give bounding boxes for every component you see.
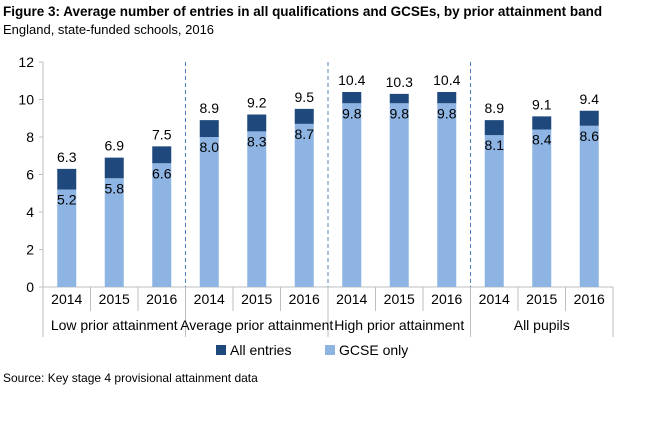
bar-gcse-only [437,103,457,287]
data-label-all-entries: 8.9 [200,100,220,116]
data-label-gcse-only: 8.0 [200,139,220,155]
x-tick-label: 2016 [289,291,320,307]
data-label-all-entries: 9.4 [580,91,600,107]
y-tick-label: 0 [26,279,34,295]
bar-all-entries [484,120,504,136]
data-label-all-entries: 7.5 [152,126,172,142]
legend-swatch [216,345,226,355]
data-label-all-entries: 9.2 [247,95,267,111]
bar-gcse-only [199,137,219,287]
data-label-gcse-only: 9.8 [342,105,362,121]
data-label-gcse-only: 6.6 [152,165,172,181]
data-label-gcse-only: 8.6 [580,128,600,144]
x-tick-label: 2014 [479,291,510,307]
bar-gcse-only [247,131,267,287]
legend-label: All entries [230,342,291,358]
bar-all-entries [247,114,267,132]
x-tick-label: 2015 [241,291,272,307]
x-tick-label: 2016 [574,291,605,307]
bar-gcse-only [484,135,504,287]
x-tick-label: 2016 [146,291,177,307]
x-tick-label: 2016 [431,291,462,307]
x-tick-label: 2014 [194,291,225,307]
y-tick-label: 8 [26,129,34,145]
y-tick-label: 4 [26,204,34,220]
x-tick-label: 2014 [336,291,367,307]
bar-all-entries [532,116,552,130]
bar-gcse-only [579,125,599,287]
bar-all-entries [57,168,77,190]
data-label-gcse-only: 8.3 [247,133,267,149]
data-label-all-entries: 9.1 [532,96,552,112]
data-label-gcse-only: 5.8 [105,180,125,196]
legend-swatch [325,345,335,355]
data-label-gcse-only: 8.1 [485,137,505,153]
x-tick-label: 2015 [384,291,415,307]
bar-all-entries [342,92,362,104]
data-label-all-entries: 8.9 [485,100,505,116]
group-label: Low prior attainment [51,317,178,333]
bar-all-entries [104,157,124,179]
y-tick-label: 2 [26,242,34,258]
bar-all-entries [199,120,219,137]
x-tick-label: 2014 [51,291,82,307]
data-label-gcse-only: 9.8 [437,105,457,121]
bar-all-entries [152,146,172,164]
x-tick-label: 2015 [99,291,130,307]
group-label: Average prior attainment [180,317,333,333]
x-tick-label: 2015 [526,291,557,307]
bar-gcse-only [389,103,409,287]
bar-all-entries [294,108,314,124]
data-label-gcse-only: 5.2 [57,192,77,208]
data-label-all-entries: 6.9 [105,138,125,154]
y-tick-label: 12 [18,54,34,70]
bar-all-entries [579,110,599,126]
source-note: Source: Key stage 4 provisional attainme… [3,371,258,385]
bar-gcse-only [294,123,314,287]
bar-gcse-only [104,178,124,287]
data-label-all-entries: 9.5 [295,89,315,105]
data-label-all-entries: 6.3 [57,149,77,165]
data-label-gcse-only: 8.4 [532,132,552,148]
y-tick-label: 6 [26,167,34,183]
bar-gcse-only [342,103,362,287]
data-label-all-entries: 10.4 [338,72,365,88]
data-label-all-entries: 10.4 [433,72,460,88]
y-tick-label: 10 [18,92,34,108]
bar-gcse-only [57,189,77,287]
chart-subtitle: England, state-funded schools, 2016 [3,22,215,37]
bar-all-entries [437,92,457,104]
data-label-gcse-only: 8.7 [295,126,315,142]
legend-label: GCSE only [339,342,408,358]
data-label-all-entries: 10.3 [386,74,413,90]
group-label: All pupils [514,317,570,333]
bar-gcse-only [532,129,552,287]
bar-gcse-only [152,163,172,287]
group-label: High prior attainment [334,317,464,333]
chart-title: Figure 3: Average number of entries in a… [3,4,603,19]
bar-all-entries [389,93,409,104]
data-label-gcse-only: 9.8 [390,105,410,121]
